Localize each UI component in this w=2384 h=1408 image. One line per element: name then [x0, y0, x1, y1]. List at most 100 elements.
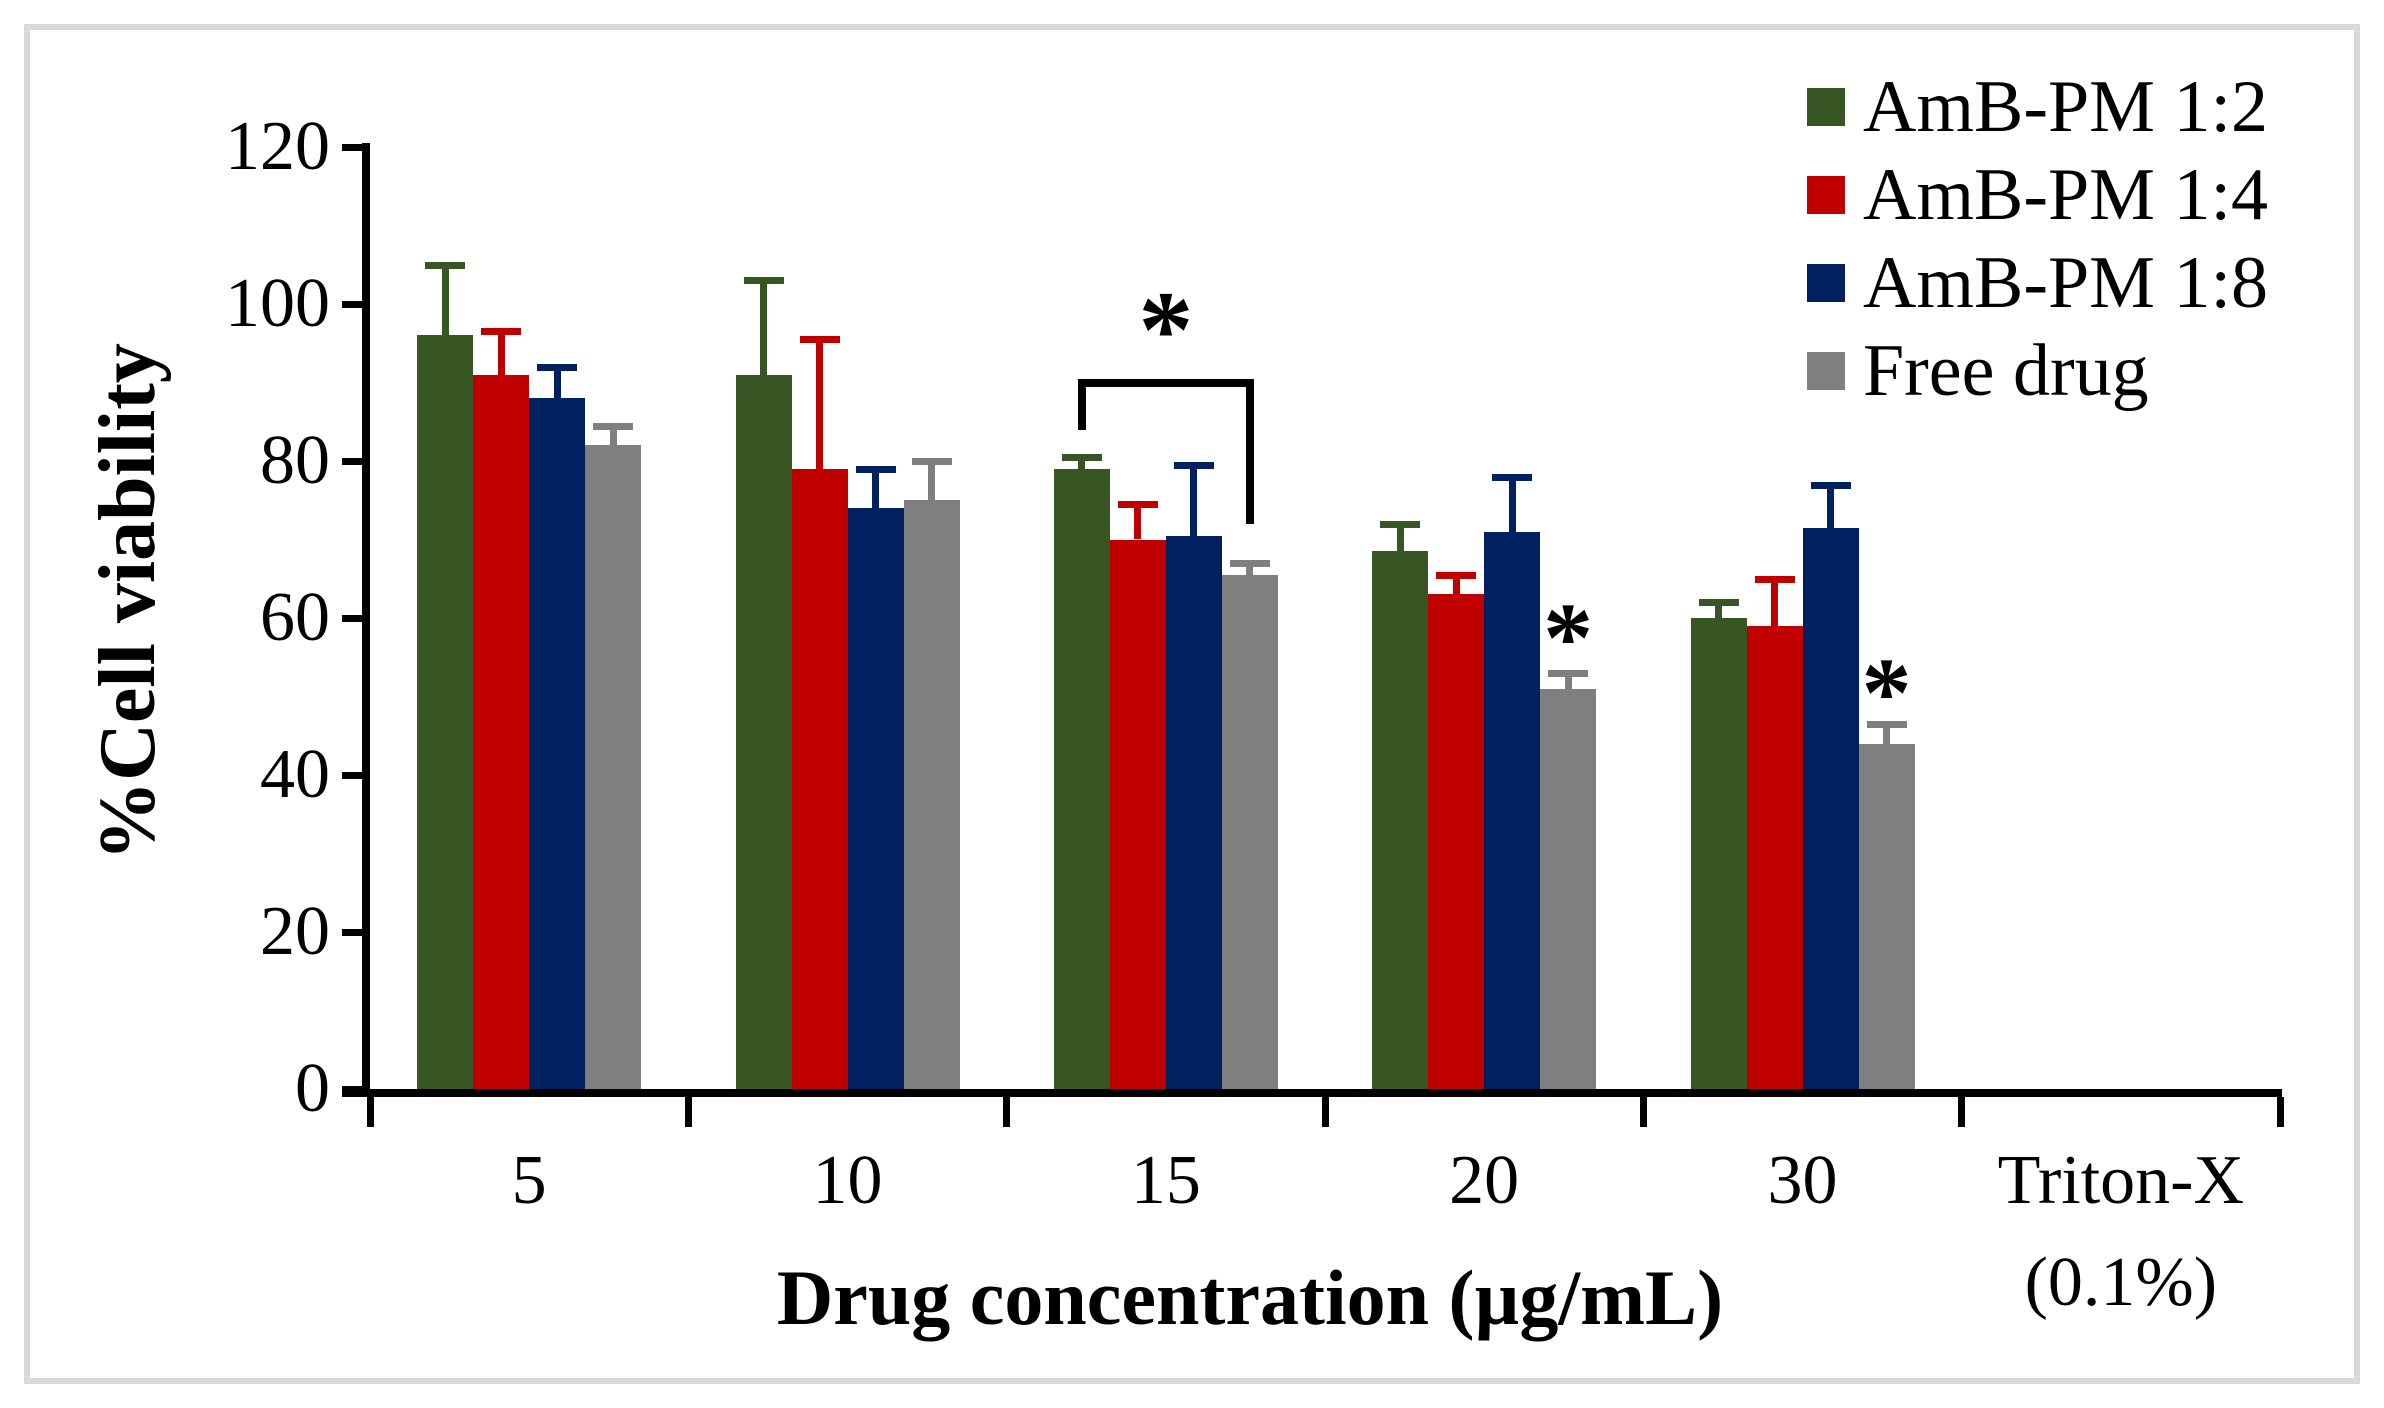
- significance-star: *: [1861, 636, 1912, 748]
- legend-label: AmB-PM 1:2: [1863, 65, 2269, 148]
- y-axis-line: [362, 143, 370, 1097]
- error-bar-cap: [911, 458, 952, 465]
- x-tick-label: 10: [812, 1142, 883, 1219]
- bar-amb-pm-1-8-30: [1802, 527, 1859, 1089]
- error-bar-cap: [1436, 571, 1477, 579]
- legend-label: Free drug: [1863, 329, 2149, 412]
- x-axis-title: Drug concentration (µg/mL): [776, 1254, 1724, 1341]
- y-tick-label: 40: [260, 736, 330, 813]
- error-bar-stem: [1134, 504, 1142, 540]
- figure-border: [24, 24, 2360, 1384]
- legend: AmB-PM 1:2 AmB-PM 1:4 AmB-PM 1:8 Free drug: [1807, 63, 2268, 415]
- error-bar-stem: [497, 331, 505, 375]
- error-bar-cap: [425, 261, 466, 269]
- error-bar-cap: [1061, 454, 1102, 462]
- error-bar-stem: [1396, 523, 1404, 552]
- error-bar-cap: [537, 363, 578, 371]
- error-bar-stem: [1452, 574, 1460, 595]
- error-bar-stem: [1827, 484, 1834, 528]
- bar-amb-pm-1-2-10: [735, 374, 792, 1089]
- error-bar-cap: [1229, 560, 1270, 568]
- error-bar-stem: [441, 264, 449, 336]
- error-bar-cap: [1866, 720, 1907, 728]
- legend-label: AmB-PM 1:4: [1863, 153, 2269, 236]
- x-tick: [2276, 1097, 2284, 1127]
- error-bar-stem: [1883, 723, 1890, 744]
- y-tick-label: 80: [260, 422, 330, 499]
- legend-swatch-icon: [1807, 264, 1845, 302]
- significance-star: *: [1138, 268, 1194, 391]
- bar-amb-pm-1-8-5: [529, 398, 586, 1089]
- error-bar-cap: [1548, 669, 1589, 677]
- x-tick-label: Triton-X (0.1%): [1997, 1142, 2245, 1321]
- y-tick-label: 0: [295, 1050, 330, 1127]
- error-bar-stem: [816, 339, 823, 469]
- x-tick-label: 30: [1767, 1142, 1838, 1219]
- x-tick-label: 20: [1449, 1142, 1520, 1219]
- error-bar-stem: [553, 366, 561, 399]
- legend-swatch-icon: [1807, 352, 1845, 390]
- x-tick: [684, 1097, 692, 1127]
- legend-item: AmB-PM 1:8: [1807, 239, 2268, 327]
- y-tick: [342, 300, 370, 308]
- error-bar-stem: [872, 468, 879, 509]
- bar-amb-pm-1-2-5: [417, 335, 474, 1089]
- error-bar-cap: [743, 277, 784, 285]
- y-tick: [342, 614, 370, 622]
- y-tick-label: 20: [260, 893, 330, 970]
- x-tick: [1639, 1097, 1647, 1127]
- error-bar-cap: [1173, 461, 1214, 469]
- legend-item: AmB-PM 1:4: [1807, 151, 2268, 239]
- y-tick-label: 100: [225, 265, 330, 342]
- bar-amb-pm-1-8-20: [1484, 531, 1541, 1089]
- bar-amb-pm-1-2-20: [1372, 551, 1429, 1089]
- error-bar-cap: [1754, 575, 1795, 583]
- y-tick-label: 120: [225, 108, 330, 185]
- error-bar-stem: [1508, 476, 1516, 532]
- error-bar-cap: [855, 465, 896, 473]
- y-tick: [342, 143, 370, 151]
- x-axis-line: [342, 1089, 2282, 1097]
- bar-amb-pm-1-4-20: [1428, 594, 1485, 1089]
- bar-amb-pm-1-2-30: [1690, 618, 1747, 1089]
- bar-free-drug-10: [903, 500, 960, 1089]
- error-bar-stem: [1078, 457, 1086, 469]
- error-bar-stem: [1190, 464, 1198, 536]
- error-bar-stem: [1246, 563, 1254, 575]
- bar-amb-pm-1-4-5: [473, 374, 530, 1089]
- bar-amb-pm-1-4-30: [1746, 625, 1803, 1089]
- legend-swatch-icon: [1807, 88, 1845, 126]
- bar-free-drug-15: [1221, 574, 1278, 1089]
- significance-star: *: [1543, 581, 1594, 693]
- x-tick: [1958, 1097, 1966, 1127]
- error-bar-stem: [1715, 602, 1722, 618]
- error-bar-cap: [1698, 599, 1739, 607]
- bar-amb-pm-1-4-10: [791, 468, 848, 1089]
- x-tick: [366, 1097, 374, 1127]
- significance-bracket-left-leg: [1077, 378, 1086, 430]
- y-tick: [342, 457, 370, 465]
- bar-free-drug-20: [1540, 688, 1597, 1089]
- y-tick: [342, 771, 370, 779]
- error-bar-cap: [481, 328, 522, 336]
- error-bar-cap: [593, 422, 634, 430]
- bar-amb-pm-1-4-15: [1109, 539, 1166, 1089]
- x-tick: [1003, 1097, 1011, 1127]
- error-bar-stem: [760, 280, 767, 375]
- y-tick-label: 60: [260, 579, 330, 656]
- error-bar-stem: [1564, 672, 1572, 689]
- x-tick-label: 15: [1130, 1142, 1201, 1219]
- error-bar-cap: [1380, 520, 1421, 528]
- legend-item: AmB-PM 1:2: [1807, 63, 2268, 151]
- bar-amb-pm-1-8-10: [847, 508, 904, 1089]
- error-bar-cap: [1810, 481, 1851, 489]
- legend-swatch-icon: [1807, 176, 1845, 214]
- bar-amb-pm-1-8-15: [1165, 535, 1222, 1089]
- error-bar-stem: [609, 425, 617, 446]
- bar-amb-pm-1-2-15: [1053, 468, 1110, 1089]
- y-tick: [342, 928, 370, 936]
- bar-free-drug-30: [1858, 743, 1915, 1089]
- significance-bracket-top: [1077, 378, 1254, 387]
- bar-free-drug-5: [585, 445, 642, 1089]
